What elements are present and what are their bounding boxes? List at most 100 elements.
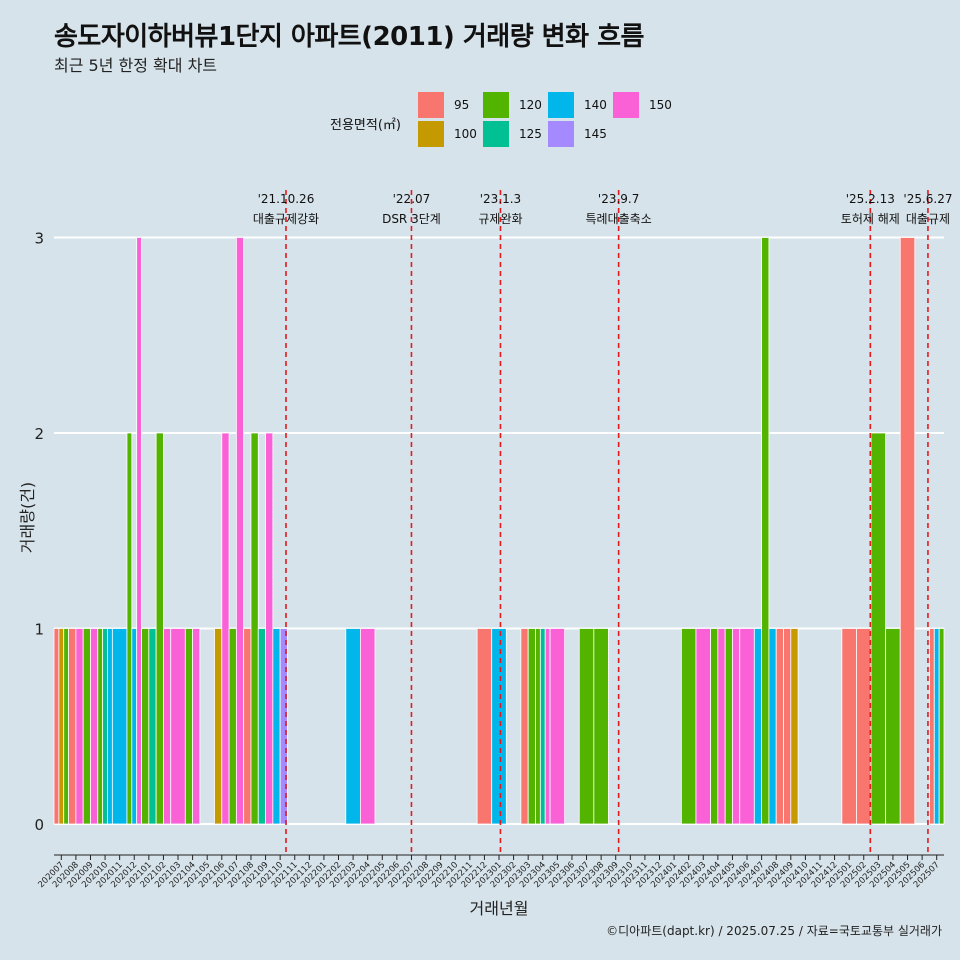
bar-202012-150 xyxy=(136,237,142,825)
legend-item-100: 100 xyxy=(418,121,477,147)
bar-202303-120 xyxy=(527,628,536,825)
legend-label: 150 xyxy=(649,98,672,112)
bar-202408-95 xyxy=(775,628,784,825)
bar-202007-100 xyxy=(58,628,65,825)
event-date: '25.6.27 xyxy=(903,192,952,206)
bar-202012-140 xyxy=(131,628,138,825)
bar-202107-150 xyxy=(235,237,245,825)
legend-swatch xyxy=(418,92,444,118)
bar-202108-120 xyxy=(250,432,259,825)
legend-label: 145 xyxy=(584,127,607,141)
event-date: '23.1.3 xyxy=(480,192,521,206)
y-axis-title: 거래량(건) xyxy=(18,482,37,553)
legend-title: 전용면적(㎡) xyxy=(330,118,401,133)
bar-202212-95 xyxy=(476,628,493,825)
legend-swatch xyxy=(483,92,509,118)
bar-202502-95 xyxy=(856,628,872,825)
bar-202507-120 xyxy=(938,628,945,825)
bar-202409-100 xyxy=(790,628,799,825)
bar-202409-95 xyxy=(783,628,792,825)
bar-202505-95 xyxy=(899,237,916,825)
bar-202102-150 xyxy=(163,628,172,825)
bar-202307-120 xyxy=(578,628,595,825)
legend-swatch xyxy=(548,121,574,147)
legend-item-140: 140 xyxy=(548,92,607,118)
bar-202305-150 xyxy=(549,628,566,825)
bar-202101-125 xyxy=(148,628,157,825)
bar-202304-120 xyxy=(535,628,541,825)
bar-202008-95 xyxy=(68,628,77,825)
bar-202102-120 xyxy=(155,432,164,825)
chart-subtitle: 최근 5년 한정 확대 차트 xyxy=(54,56,218,75)
bar-202108-95 xyxy=(243,628,252,825)
event-label: 대출규제 xyxy=(906,212,950,226)
event-label: 특례대출축소 xyxy=(586,212,652,226)
bar-202110-145 xyxy=(279,628,288,825)
legend-label: 95 xyxy=(454,98,470,112)
legend-label: 125 xyxy=(519,127,542,141)
bar-202009-120 xyxy=(82,628,91,825)
bar-202010-125 xyxy=(102,628,108,825)
event-label: 규제완화 xyxy=(478,212,522,226)
bar-202301-140 xyxy=(491,628,507,825)
legend-item-120: 120 xyxy=(483,92,542,118)
bar-202109-150 xyxy=(265,432,274,825)
legend-label: 140 xyxy=(584,98,607,112)
legend-item-150: 150 xyxy=(613,92,672,118)
bar-202106-150 xyxy=(221,432,230,825)
event-label: DSR 3단계 xyxy=(382,212,441,226)
bar-202405-120 xyxy=(724,628,733,825)
bar-202012-120 xyxy=(126,432,133,825)
bar-202101-120 xyxy=(141,628,150,825)
bar-202304-150 xyxy=(544,628,551,825)
legend-item-125: 125 xyxy=(483,121,542,147)
bar-202404-120 xyxy=(710,628,719,825)
event-label: 대출규제강화 xyxy=(253,212,319,226)
bar-202009-150 xyxy=(90,628,99,825)
bar-202408-140 xyxy=(768,628,777,825)
bar-202007-95 xyxy=(53,628,60,825)
bar-202304-125 xyxy=(539,628,546,825)
bar-202406-150 xyxy=(739,628,755,825)
bar-202008-150 xyxy=(75,628,84,825)
bar-202010-120 xyxy=(97,628,104,825)
bar-202011-140 xyxy=(111,628,128,825)
legend-swatch xyxy=(613,92,639,118)
legend-swatch xyxy=(483,121,509,147)
bar-202107-120 xyxy=(228,628,237,825)
legend-item-145: 145 xyxy=(548,121,607,147)
bar-202104-150 xyxy=(192,628,201,825)
bar-202106-100 xyxy=(214,628,223,825)
legend-swatch xyxy=(418,121,444,147)
y-tick-label: 3 xyxy=(34,230,44,248)
bar-202501-95 xyxy=(841,628,857,825)
event-date: '25.2.13 xyxy=(846,192,895,206)
bar-202507-95 xyxy=(929,628,935,825)
bar-202503-120 xyxy=(870,432,887,825)
bar-202404-150 xyxy=(717,628,726,825)
event-date: '21.10.26 xyxy=(258,192,315,206)
bar-202407-120 xyxy=(761,237,770,825)
bar-202103-150 xyxy=(170,628,186,825)
bar-202104-120 xyxy=(184,628,194,825)
x-axis-title: 거래년월 xyxy=(470,899,529,918)
source-caption: ©디아파트(dapt.kr) / 2025.07.25 / 자료=국토교통부 실… xyxy=(606,924,942,938)
legend-item-95: 95 xyxy=(418,92,469,118)
bar-202402-120 xyxy=(680,628,697,825)
bar-202507-140 xyxy=(933,628,940,825)
bar-202407-140 xyxy=(753,628,763,825)
bar-202504-120 xyxy=(885,628,901,825)
bar-202007-120 xyxy=(63,628,69,825)
chart-title: 송도자이하버뷰1단지 아파트(2011) 거래량 변화 흐름 xyxy=(54,22,644,52)
y-tick-label: 0 xyxy=(34,816,44,834)
y-tick-label: 2 xyxy=(34,425,44,443)
y-tick-label: 1 xyxy=(34,621,44,639)
bar-202203-140 xyxy=(345,628,361,825)
legend-label: 100 xyxy=(454,127,477,141)
bar-202110-140 xyxy=(272,628,281,825)
bar-202308-120 xyxy=(593,628,609,825)
bar-202010-140 xyxy=(107,628,113,825)
bar-202405-150 xyxy=(732,628,741,825)
bar-202403-150 xyxy=(695,628,711,825)
